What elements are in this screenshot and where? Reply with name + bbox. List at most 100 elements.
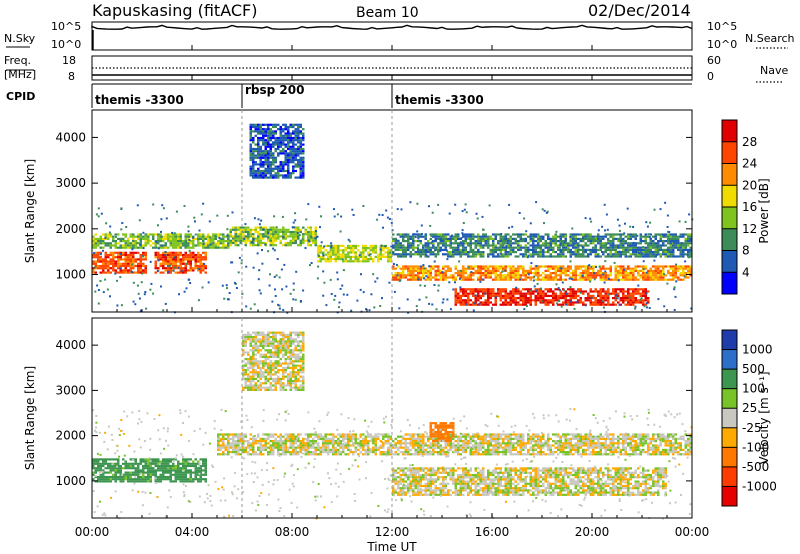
heatmap-cell (224, 246, 227, 249)
power-ylabel: Slant Range [km] (23, 159, 37, 263)
heatmap-cell (247, 230, 250, 234)
heatmap-cell (259, 165, 262, 168)
heatmap-cell (517, 274, 520, 277)
heatmap-cell (144, 253, 147, 257)
heatmap-cell (127, 253, 130, 257)
heatmap-cell (252, 169, 255, 173)
heatmap-cell (634, 242, 637, 245)
heatmap-cell (189, 480, 192, 483)
heatmap-cell (627, 244, 630, 247)
heatmap-cell (164, 478, 167, 481)
heatmap-cell (649, 237, 652, 240)
heatmap-cell (637, 242, 640, 245)
heatmap-cell (629, 269, 632, 272)
heatmap-cell (549, 253, 552, 256)
heatmap-cell (592, 240, 595, 243)
heatmap-cell (259, 125, 262, 129)
heatmap-cell (657, 242, 660, 245)
heatmap-cell (614, 290, 617, 293)
heatmap-cell (272, 446, 275, 449)
heatmap-cell (209, 237, 212, 240)
heatmap-cell (132, 235, 135, 238)
heatmap-cell (327, 255, 330, 258)
heatmap-cell (646, 225, 649, 228)
heatmap-cell (624, 299, 627, 302)
heatmap-cell (497, 242, 500, 245)
heatmap-cell (237, 437, 240, 440)
heatmap-cell (282, 442, 285, 445)
heatmap-cell (284, 163, 287, 166)
heatmap-cell (277, 169, 280, 173)
heatmap-cell (544, 278, 547, 281)
heatmap-cell (614, 272, 617, 275)
heatmap-cell (106, 288, 109, 291)
heatmap-cell (619, 288, 622, 291)
heatmap-cell (167, 458, 170, 461)
heatmap-cell (269, 165, 272, 168)
heatmap-cell (624, 246, 627, 249)
heatmap-cell (202, 244, 205, 247)
heatmap-cell (664, 235, 667, 238)
heatmap-cell (188, 249, 191, 252)
heatmap-cell (617, 269, 620, 272)
heatmap-cell (173, 232, 176, 235)
heatmap-cell (117, 471, 120, 474)
heatmap-cell (267, 433, 270, 436)
heatmap-cell (419, 269, 422, 272)
heatmap-cell (542, 237, 545, 240)
heatmap-cell (552, 272, 555, 275)
heatmap-cell (544, 265, 547, 268)
heatmap-cell (517, 235, 520, 238)
heatmap-cell (514, 288, 517, 291)
heatmap-cell (477, 303, 480, 306)
heatmap-cell (292, 167, 295, 170)
heatmap-cell (584, 297, 587, 300)
heatmap-cell (177, 460, 180, 463)
heatmap-cell (419, 267, 422, 270)
heatmap-cell (529, 297, 532, 300)
heatmap-cell (277, 235, 280, 238)
heatmap-cell (332, 251, 335, 254)
heatmap-cell (377, 258, 380, 261)
heatmap-cell (189, 240, 192, 243)
heatmap-cell (204, 471, 207, 474)
heatmap-cell (279, 143, 282, 146)
heatmap-cell (461, 232, 464, 235)
heatmap-cell (149, 458, 152, 461)
heatmap-cell (287, 163, 290, 166)
heatmap-cell (489, 244, 492, 247)
heatmap-cell (312, 453, 315, 456)
heatmap-cell (223, 297, 226, 300)
heatmap-cell (175, 210, 178, 213)
heatmap-cell (597, 301, 600, 304)
heatmap-cell (487, 301, 490, 304)
heatmap-cell (439, 233, 442, 236)
heatmap-cell (237, 442, 240, 445)
heatmap-cell (574, 294, 577, 297)
heatmap-cell (264, 226, 267, 229)
heatmap-cell (182, 256, 185, 259)
heatmap-cell (275, 274, 278, 277)
heatmap-cell (204, 246, 207, 249)
heatmap-cell (497, 274, 500, 277)
heatmap-cell (292, 132, 295, 135)
heatmap-cell (172, 258, 175, 261)
heatmap-cell (567, 269, 570, 272)
heatmap-cell (610, 255, 613, 258)
cpid-segment-label: themis -3300 (395, 93, 484, 107)
heatmap-cell (349, 260, 352, 263)
heatmap-cell (437, 246, 440, 249)
heatmap-cell (312, 437, 315, 440)
heatmap-cell (582, 251, 585, 254)
heatmap-cell (257, 226, 260, 229)
heatmap-cell (451, 234, 453, 237)
heatmap-cell (623, 232, 626, 235)
heatmap-cell (629, 292, 632, 295)
heatmap-cell (394, 246, 397, 249)
heatmap-cell (409, 235, 412, 238)
heatmap-cell (267, 139, 270, 142)
heatmap-cell (174, 480, 177, 483)
heatmap-cell (157, 259, 160, 262)
heatmap-cell (169, 262, 172, 265)
heatmap-cell (137, 464, 140, 468)
